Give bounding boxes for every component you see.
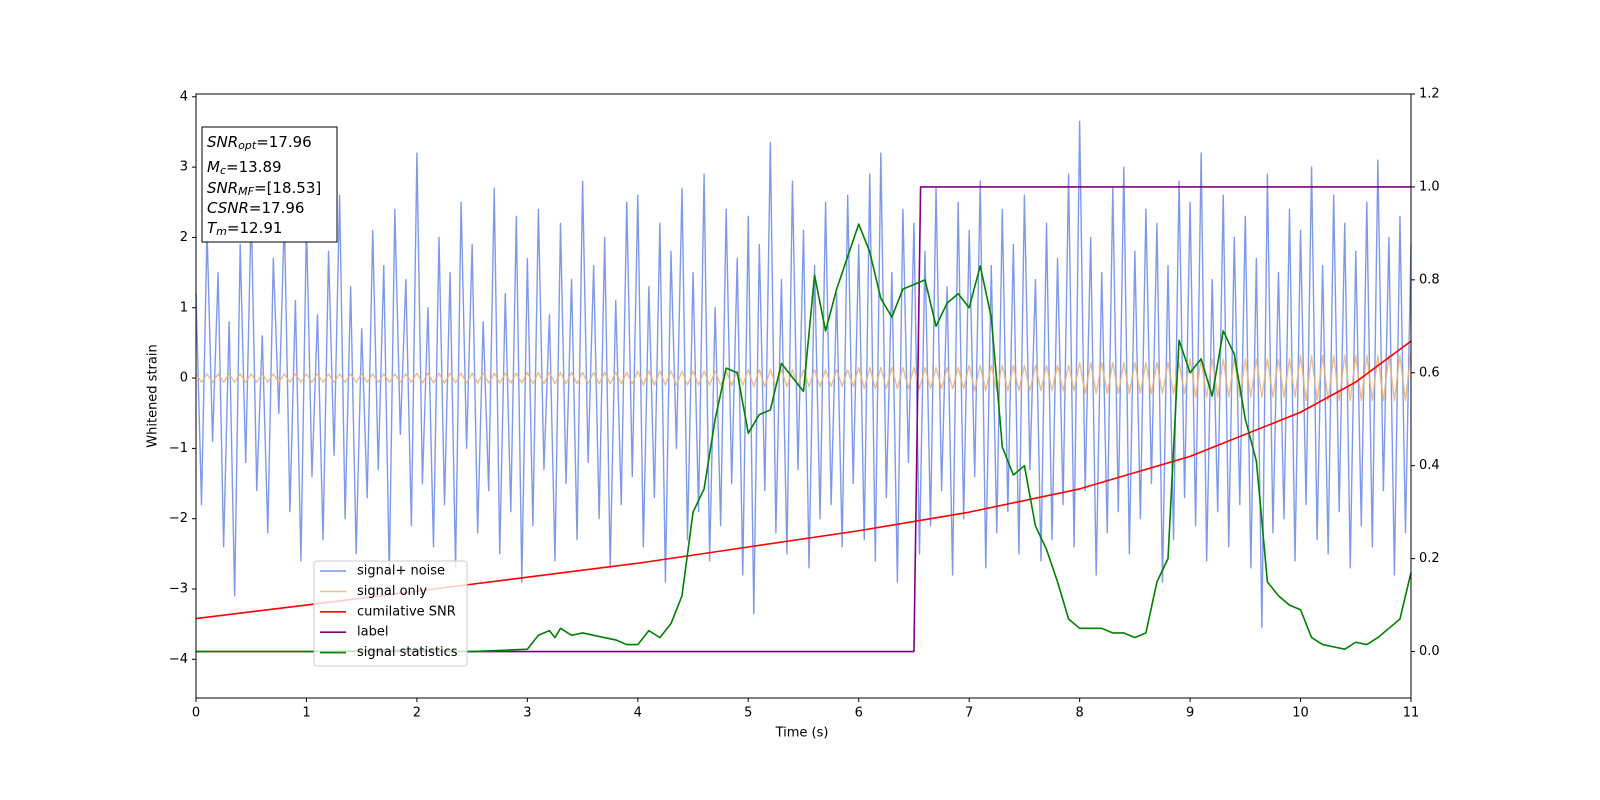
x-tick-label: 1 [302,706,310,721]
x-tick-label: 0 [192,706,200,721]
annotation-value: =[18.53] [254,179,321,197]
annotation-subscript: c [220,164,226,177]
y-tick-label: 0 [180,371,188,386]
series-line [196,223,1412,653]
axes-frame [195,93,1412,699]
x-tick-label: 4 [634,706,642,721]
y2-tick-label: 0.2 [1419,551,1440,566]
x-tick-label: 6 [855,706,863,721]
annotation-line: Mc=13.89 [207,158,282,178]
x-tick-label: 7 [965,706,973,721]
legend-label: signal+ noise [357,564,445,579]
y-tick-label: 3 [180,160,188,175]
annotation-line: SNRMF=[18.53] [207,179,321,199]
y2-tick-label: 0.0 [1419,644,1440,659]
y-tick-label: 4 [180,89,188,104]
x-tick-label: 10 [1292,706,1309,721]
series-line [195,120,1412,629]
y-tick-label: 1 [180,300,188,315]
annotation-value: =17.96 [249,199,305,217]
x-tick-label: 11 [1403,706,1420,721]
annotation-symbol: SNR [207,179,238,197]
legend-label: signal only [357,584,427,599]
annotation-value: =17.96 [256,133,312,151]
y2-tick-label: 0.6 [1419,365,1440,380]
series-line [196,186,1411,653]
annotation-symbol: T [207,219,218,237]
annotation-line: Tm=12.91 [207,219,282,239]
annotation-line: CSNR=17.96 [207,199,304,217]
x-tick-label: 9 [1186,706,1194,721]
annotation-subscript: m [216,225,227,238]
y2-tick-label: 1.0 [1419,179,1440,194]
y-axis-label: Whitened strain [146,344,161,447]
annotation-symbol: M [207,158,220,176]
y-tick-label: −1 [169,441,188,456]
legend-label: signal statistics [357,645,458,660]
x-tick-label: 8 [1075,706,1083,721]
annotation-subscript: opt [238,139,257,152]
y2-tick-label: 1.2 [1419,87,1440,102]
y2-tick-label: 0.4 [1419,458,1440,473]
annotation-box [201,126,338,243]
annotation-subscript: MF [238,185,254,198]
x-axis-label: Time (s) [775,726,829,741]
x-tick-label: 2 [413,706,421,721]
y-tick-label: −3 [169,582,188,597]
y-tick-label: −2 [169,511,188,526]
legend-label: cumilative SNR [357,604,456,619]
annotation-symbol: CSNR [207,199,249,217]
y-tick-label: 2 [180,230,188,245]
annotation-value: =12.91 [227,219,283,237]
annotation-symbol: SNR [207,133,238,151]
legend-label: label [357,625,388,640]
y2-tick-label: 0.8 [1419,272,1440,287]
x-tick-label: 5 [744,706,752,721]
annotation-value: =13.89 [226,158,282,176]
annotation-line: SNRopt=17.96 [207,133,312,153]
legend-box [313,560,468,667]
x-tick-label: 3 [523,706,531,721]
y-tick-label: −4 [169,652,188,667]
